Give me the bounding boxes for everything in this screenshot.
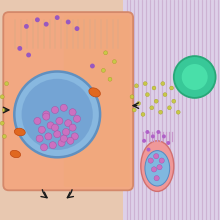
Circle shape	[51, 106, 59, 114]
Circle shape	[154, 154, 159, 159]
Circle shape	[132, 108, 136, 112]
Circle shape	[176, 110, 180, 114]
Circle shape	[141, 112, 145, 116]
Circle shape	[104, 51, 108, 55]
FancyBboxPatch shape	[3, 12, 133, 190]
Circle shape	[2, 108, 6, 112]
Circle shape	[154, 99, 158, 103]
Circle shape	[26, 53, 31, 57]
Circle shape	[167, 106, 171, 110]
Circle shape	[161, 82, 165, 86]
Circle shape	[151, 167, 157, 172]
Circle shape	[17, 46, 22, 51]
Circle shape	[55, 15, 60, 20]
Circle shape	[108, 77, 112, 81]
Circle shape	[101, 68, 105, 72]
Circle shape	[163, 93, 167, 97]
Circle shape	[5, 82, 9, 86]
Circle shape	[65, 120, 72, 127]
Circle shape	[152, 86, 156, 90]
Circle shape	[174, 56, 216, 98]
Circle shape	[156, 130, 160, 134]
Circle shape	[170, 86, 174, 90]
Ellipse shape	[141, 141, 174, 191]
Circle shape	[34, 117, 41, 125]
Circle shape	[51, 124, 59, 131]
Circle shape	[49, 142, 56, 149]
Circle shape	[56, 117, 63, 125]
Circle shape	[60, 135, 67, 142]
Circle shape	[54, 131, 61, 138]
Circle shape	[75, 26, 79, 31]
Circle shape	[159, 110, 163, 114]
Circle shape	[154, 176, 159, 181]
Ellipse shape	[14, 128, 25, 136]
Circle shape	[22, 79, 93, 150]
Circle shape	[143, 82, 147, 86]
Circle shape	[151, 134, 155, 138]
Circle shape	[159, 158, 164, 163]
Circle shape	[157, 165, 162, 170]
Circle shape	[36, 135, 43, 142]
Circle shape	[45, 133, 52, 140]
Circle shape	[47, 122, 54, 129]
Circle shape	[166, 141, 170, 145]
Circle shape	[62, 128, 70, 136]
Circle shape	[150, 106, 154, 110]
Circle shape	[73, 115, 81, 122]
Circle shape	[0, 121, 4, 125]
Circle shape	[58, 139, 65, 147]
Circle shape	[69, 109, 76, 116]
Circle shape	[43, 113, 50, 120]
Circle shape	[24, 24, 29, 29]
Circle shape	[14, 72, 100, 157]
Circle shape	[60, 104, 67, 111]
Circle shape	[137, 101, 141, 105]
Circle shape	[38, 126, 45, 133]
Circle shape	[134, 84, 138, 88]
Circle shape	[145, 93, 149, 97]
Circle shape	[69, 124, 76, 131]
Bar	[123, 0, 220, 220]
Circle shape	[130, 95, 134, 99]
Circle shape	[40, 144, 48, 151]
Circle shape	[2, 134, 6, 138]
FancyBboxPatch shape	[64, 15, 130, 187]
Circle shape	[147, 148, 150, 152]
Circle shape	[142, 139, 146, 143]
Ellipse shape	[10, 150, 21, 158]
Circle shape	[90, 64, 95, 68]
Circle shape	[145, 130, 149, 134]
Circle shape	[44, 22, 49, 27]
Ellipse shape	[89, 88, 100, 97]
Circle shape	[43, 111, 50, 118]
Circle shape	[0, 95, 4, 99]
Circle shape	[67, 137, 74, 144]
Circle shape	[66, 20, 71, 24]
Circle shape	[112, 60, 116, 64]
Ellipse shape	[145, 151, 170, 186]
Circle shape	[162, 134, 166, 138]
Circle shape	[172, 99, 176, 103]
Circle shape	[182, 64, 208, 90]
Circle shape	[148, 158, 153, 163]
Circle shape	[71, 133, 78, 140]
Circle shape	[35, 17, 40, 22]
